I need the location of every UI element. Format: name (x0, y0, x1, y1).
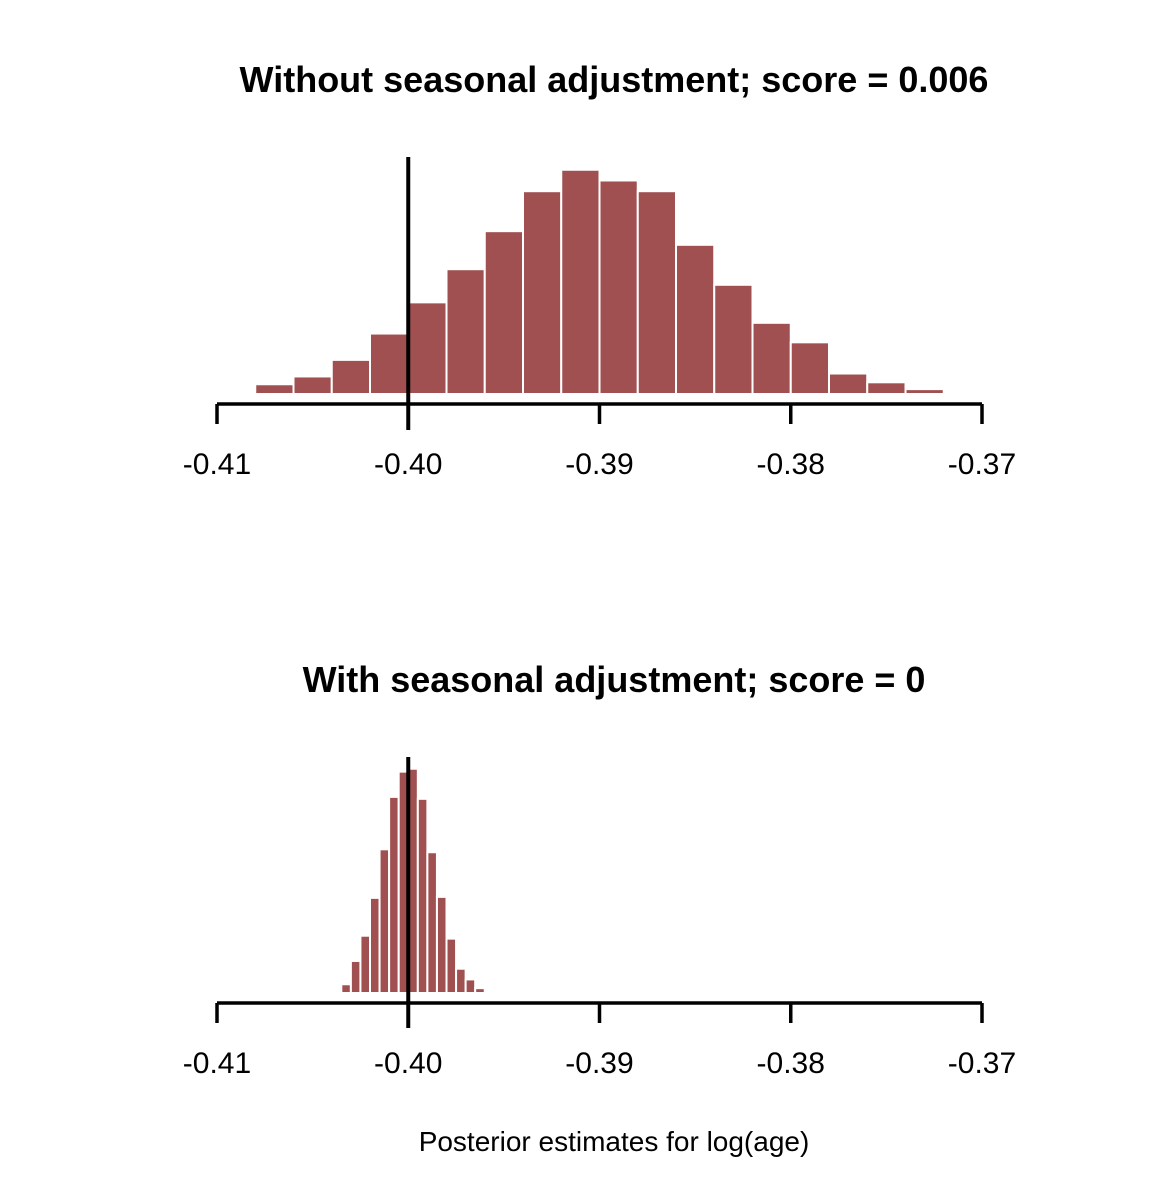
x-tick-label: -0.40 (374, 1047, 442, 1080)
histogram-bar (388, 795, 400, 994)
histogram-bar (330, 358, 371, 395)
histogram-bar (254, 383, 295, 395)
x-tick-label: -0.38 (757, 1047, 825, 1080)
x-tick-label: -0.39 (565, 448, 633, 481)
histogram-bar (292, 375, 333, 396)
histogram-bar (866, 381, 907, 395)
histogram-bar (378, 848, 391, 994)
histogram-bar (455, 967, 467, 995)
x-tick-label: -0.39 (565, 1047, 633, 1080)
x-axis: -0.41 -0.40 -0.39 -0.38 -0.37 (183, 1001, 1016, 1080)
histogram-bar (828, 372, 869, 395)
histogram-bar (445, 268, 486, 396)
chart-title: With seasonal adjustment; score = 0 (303, 659, 926, 700)
histogram-bar (435, 895, 448, 995)
histogram-bar (359, 934, 371, 994)
histogram-bar (445, 937, 458, 995)
histogram-bar (369, 896, 381, 995)
histogram-bar (426, 851, 438, 995)
histogram-bars (216, 168, 945, 396)
chart-title: Without seasonal adjustment; score = 0.0… (240, 59, 989, 100)
histogram-bar (407, 301, 448, 396)
histogram-panel-with-adjustment: With seasonal adjustment; score = 0 -0.4… (183, 659, 1016, 1157)
x-tick-label: -0.40 (374, 448, 442, 481)
histogram-bar (416, 797, 429, 994)
x-tick-label: -0.37 (948, 1047, 1016, 1080)
histogram-bar (216, 391, 257, 395)
histogram-bar (789, 341, 830, 396)
histogram-bar (349, 959, 362, 995)
histogram-bar (522, 190, 563, 395)
histogram-bar (675, 243, 716, 395)
histogram-bar (751, 321, 792, 396)
histogram-bars (330, 767, 486, 995)
histogram-bar (560, 168, 601, 395)
x-tick-label: -0.38 (757, 448, 825, 481)
histogram-bar (598, 179, 639, 395)
x-axis: -0.41 -0.40 -0.39 -0.38 -0.37 (183, 402, 1016, 481)
histogram-bar (636, 190, 677, 395)
histogram-bar (369, 332, 410, 395)
histogram-bar (904, 388, 945, 395)
x-axis-label: Posterior estimates for log(age) (419, 1126, 810, 1157)
x-tick-label: -0.41 (183, 1047, 251, 1080)
histogram-bar (340, 983, 352, 995)
histogram-bar (464, 978, 477, 994)
x-tick-label: -0.37 (948, 448, 1016, 481)
histogram-bar (713, 283, 754, 395)
histogram-panel-without-adjustment: Without seasonal adjustment; score = 0.0… (183, 59, 1016, 481)
x-tick-label: -0.41 (183, 448, 251, 481)
histogram-bar (483, 230, 524, 395)
histogram-bar (474, 987, 486, 994)
histogram-bar (330, 990, 343, 995)
